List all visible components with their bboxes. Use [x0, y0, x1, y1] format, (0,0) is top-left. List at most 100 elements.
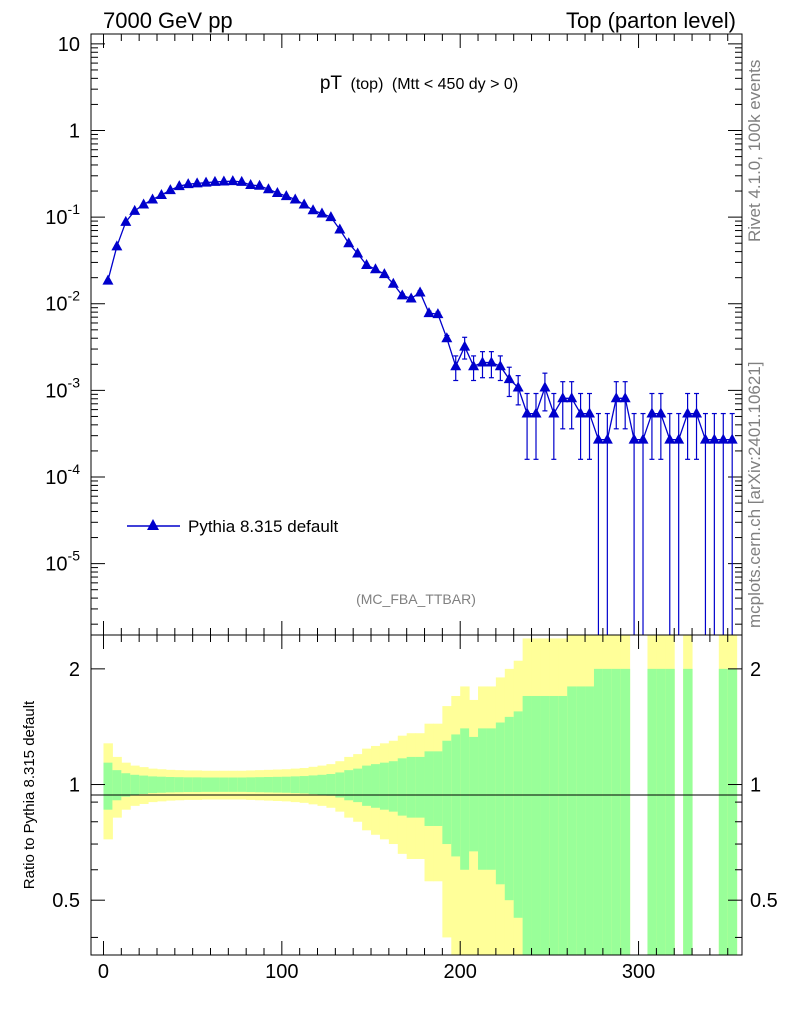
band-inner: [718, 668, 729, 955]
data-point: [708, 433, 720, 444]
data-point: [601, 433, 613, 444]
data-point: [325, 211, 337, 222]
data-point: [646, 407, 658, 418]
data-point: [441, 332, 453, 343]
band-inner: [513, 711, 524, 918]
band-inner: [237, 777, 247, 792]
band-inner: [174, 777, 185, 793]
data-point: [236, 175, 248, 186]
y-tick-label: 10: [58, 34, 80, 56]
data-point: [637, 433, 649, 444]
data-point: [147, 193, 159, 204]
ratio-bands: [103, 635, 738, 955]
data-point: [566, 392, 578, 403]
band-inner: [531, 695, 541, 955]
ratio-y-tick-label-left: 0.5: [52, 890, 80, 912]
band-inner: [558, 695, 568, 955]
data-point: [387, 277, 399, 288]
band-inner: [379, 762, 390, 810]
legend: Pythia 8.315 default: [127, 517, 339, 536]
band-inner: [665, 668, 675, 955]
data-point: [102, 274, 114, 285]
band-inner: [281, 776, 292, 793]
band-inner: [540, 695, 550, 955]
data-point: [699, 433, 711, 444]
data-point: [494, 360, 506, 371]
main-x-ticks: [102, 34, 729, 635]
band-inner: [683, 668, 693, 955]
x-tick-label: 300: [622, 961, 655, 983]
data-point: [539, 381, 551, 392]
data-point: [298, 198, 310, 209]
ratio-x-ticks: 0 100 200 300: [98, 635, 729, 983]
band-inner: [504, 716, 515, 901]
band-inner: [290, 776, 301, 794]
band-inner: [165, 777, 176, 793]
band-inner: [335, 772, 345, 798]
band-inner: [495, 722, 506, 885]
ratio-y-tick-label-right: 2: [750, 659, 761, 681]
data-point: [726, 433, 738, 444]
ratio-y-tick-label-right: 1: [750, 775, 761, 797]
data-point: [530, 407, 542, 418]
x-tick-label: 100: [265, 961, 298, 983]
band-inner: [272, 776, 283, 793]
data-point: [227, 175, 239, 186]
band-inner: [121, 773, 131, 797]
band-inner: [424, 751, 434, 826]
band-inner: [727, 668, 738, 955]
y-tick-label: 10-5: [45, 548, 80, 576]
data-point: [138, 198, 150, 209]
band-inner: [549, 695, 559, 955]
ratio-y-tick-label-right: 0.5: [750, 890, 778, 912]
band-inner: [611, 668, 622, 955]
data-point: [111, 240, 123, 251]
data-point: [271, 186, 283, 197]
data-point: [459, 340, 471, 351]
band-inner: [647, 668, 657, 955]
band-inner: [460, 728, 470, 870]
band-inner: [415, 756, 426, 818]
band-inner: [112, 770, 122, 801]
main-frame: [90, 33, 743, 636]
band-inner: [183, 777, 194, 793]
band-inner: [299, 776, 310, 794]
header-right: Top (parton level): [566, 8, 736, 33]
ratio-y-axis-title: Ratio to Pythia 8.315 default: [21, 700, 38, 889]
legend-marker: [147, 519, 159, 530]
data-point: [343, 237, 355, 248]
y-tick-label: 10-3: [45, 374, 80, 402]
band-inner: [388, 761, 399, 812]
band-inner: [433, 751, 443, 826]
data-point: [155, 189, 167, 200]
band-inner: [397, 758, 408, 816]
band-inner: [486, 728, 497, 870]
data-point: [200, 176, 212, 187]
series-line: [107, 180, 733, 441]
data-point: [405, 292, 417, 303]
data-point: [423, 307, 435, 318]
data-point: [628, 433, 640, 444]
band-inner: [371, 764, 381, 808]
band-inner: [139, 775, 149, 794]
ratio-y-ticks: 0.5 0.5 1 1 2 2: [52, 659, 778, 938]
data-point: [120, 215, 132, 226]
data-point: [717, 433, 729, 444]
band-inner: [567, 686, 577, 955]
data-point: [655, 407, 667, 418]
band-inner: [593, 668, 604, 955]
data-point: [352, 247, 364, 258]
band-inner: [326, 774, 336, 796]
band-inner: [255, 777, 265, 793]
data-point: [548, 407, 560, 418]
ratio-y-tick-label-left: 1: [69, 775, 80, 797]
band-inner: [210, 777, 220, 792]
mcplots-label: mcplots.cern.ch [arXiv:2401.10621]: [745, 362, 764, 628]
band-inner: [469, 736, 479, 852]
data-point: [584, 407, 596, 418]
data-point: [245, 178, 257, 189]
analysis-label: (MC_FBA_TTBAR): [356, 591, 476, 607]
plot-title: pT (top) (Mtt < 450 dy > 0): [320, 73, 518, 94]
data-point: [280, 190, 292, 201]
y-tick-label: 10-4: [45, 461, 80, 489]
